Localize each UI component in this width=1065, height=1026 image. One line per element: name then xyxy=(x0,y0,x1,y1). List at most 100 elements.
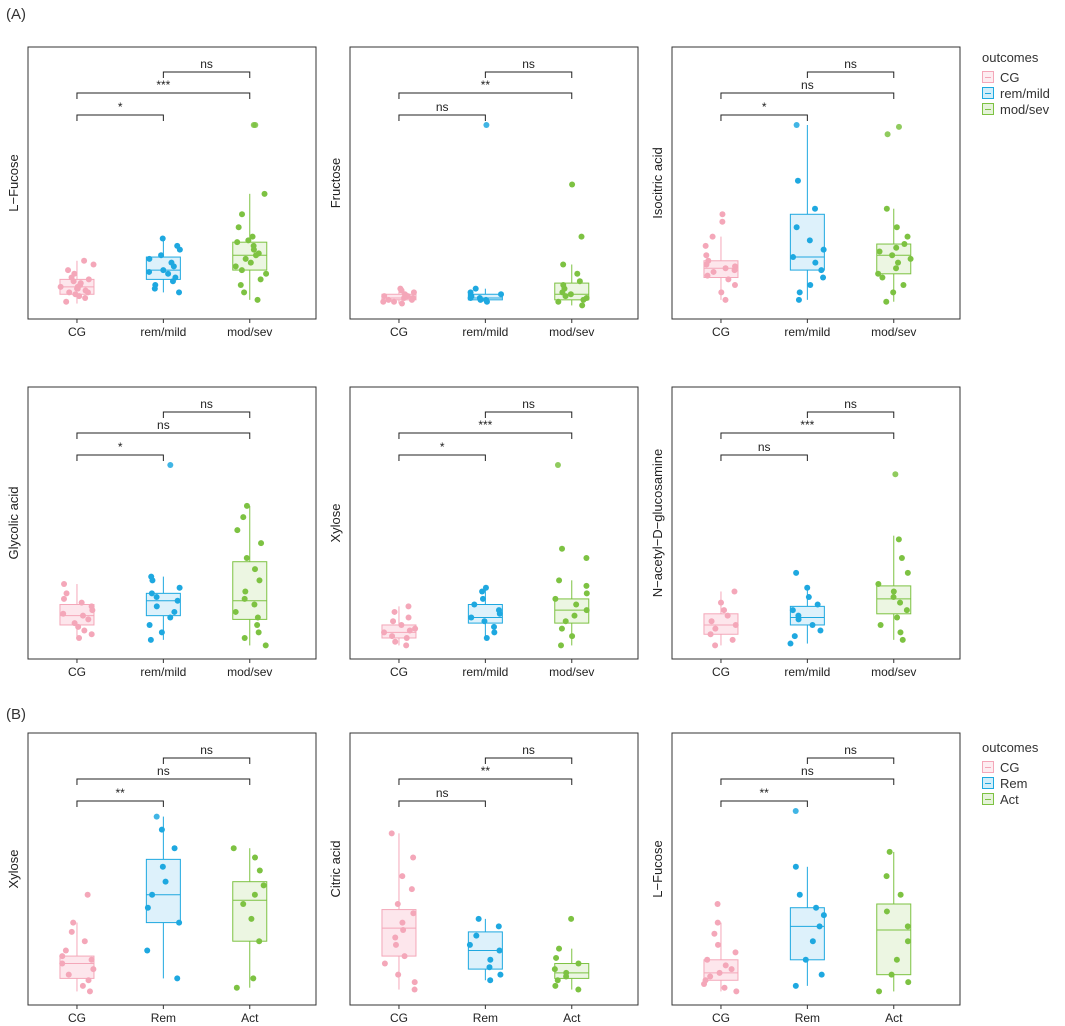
data-point xyxy=(381,629,388,636)
data-point xyxy=(411,979,418,986)
data-point xyxy=(232,608,239,615)
data-point xyxy=(497,971,504,978)
data-point xyxy=(159,235,166,242)
data-point xyxy=(560,261,567,268)
data-point xyxy=(732,949,739,956)
data-point xyxy=(250,242,257,249)
data-point xyxy=(792,808,799,814)
data-point xyxy=(174,597,181,604)
data-point xyxy=(410,910,417,917)
significance-bracket xyxy=(806,411,895,418)
data-point xyxy=(167,462,174,468)
data-point xyxy=(165,270,172,277)
data-point xyxy=(252,854,259,861)
data-point xyxy=(390,618,397,625)
significance-bracket xyxy=(398,800,486,807)
data-point xyxy=(719,211,726,218)
data-point xyxy=(895,123,902,130)
data-point xyxy=(703,252,710,259)
data-point xyxy=(575,986,582,993)
data-point xyxy=(255,250,262,257)
data-point xyxy=(907,255,914,262)
significance-label: ns xyxy=(801,764,814,778)
data-point xyxy=(793,569,800,576)
significance-bracket xyxy=(806,757,895,764)
data-point xyxy=(63,298,70,305)
data-point xyxy=(388,830,395,837)
data-point xyxy=(583,555,590,561)
significance-label: ns xyxy=(844,57,857,71)
data-point xyxy=(148,590,155,597)
data-point xyxy=(71,270,78,277)
data-point xyxy=(176,919,183,926)
x-tick-label: Rem xyxy=(795,1011,820,1025)
data-point xyxy=(63,590,70,597)
data-point xyxy=(251,566,258,573)
data-point xyxy=(241,289,248,296)
data-point xyxy=(398,300,405,307)
data-point xyxy=(796,891,803,898)
x-tick-label: Act xyxy=(563,1011,581,1025)
data-point xyxy=(61,581,68,588)
data-point xyxy=(147,636,154,643)
box xyxy=(232,561,268,620)
data-point xyxy=(479,595,486,602)
data-point xyxy=(59,953,66,960)
legend-item: mod/sev xyxy=(982,101,1050,117)
data-point xyxy=(90,966,97,973)
data-point xyxy=(553,954,560,961)
significance-bracket xyxy=(162,411,251,418)
data-point xyxy=(245,237,252,244)
data-point xyxy=(152,281,159,288)
data-point xyxy=(876,248,883,255)
legend-item: CG xyxy=(982,759,1038,775)
box xyxy=(554,963,590,979)
data-point xyxy=(257,276,264,283)
data-point xyxy=(392,934,399,941)
data-point xyxy=(385,296,392,303)
box xyxy=(381,909,417,957)
data-point xyxy=(398,621,405,628)
data-point xyxy=(249,233,256,240)
data-point xyxy=(473,932,480,939)
data-point xyxy=(85,977,92,984)
data-point xyxy=(153,813,160,820)
y-axis-label: Isocitric acid xyxy=(650,147,665,219)
legend-label: mod/sev xyxy=(1000,101,1050,117)
data-point xyxy=(168,259,175,266)
data-point xyxy=(254,621,261,628)
data-point xyxy=(242,255,249,262)
legend-key xyxy=(982,761,994,773)
data-point xyxy=(234,527,241,534)
data-point xyxy=(408,886,415,893)
data-point xyxy=(792,982,799,989)
box xyxy=(703,613,739,635)
data-point xyxy=(479,588,486,595)
data-point xyxy=(62,947,69,954)
data-point xyxy=(57,283,64,290)
significance-bracket xyxy=(720,114,808,121)
legend-item: Act xyxy=(982,791,1038,807)
data-point xyxy=(890,594,897,601)
data-point xyxy=(153,594,160,601)
data-point xyxy=(403,634,410,641)
data-point xyxy=(391,608,398,615)
data-point xyxy=(174,242,181,249)
significance-label: ns xyxy=(522,57,535,71)
data-point xyxy=(487,956,494,963)
data-point xyxy=(232,263,239,270)
data-point xyxy=(167,614,174,621)
data-point xyxy=(389,633,396,640)
data-point xyxy=(563,969,570,976)
data-point xyxy=(76,634,83,641)
data-point xyxy=(240,901,247,907)
data-point xyxy=(240,514,247,521)
data-point xyxy=(904,938,911,945)
data-point xyxy=(802,956,809,963)
data-point xyxy=(903,607,910,614)
data-point xyxy=(886,848,893,855)
data-point xyxy=(721,984,728,991)
data-point xyxy=(895,536,902,543)
data-point xyxy=(466,941,473,948)
x-tick-label: mod/sev xyxy=(227,325,272,339)
